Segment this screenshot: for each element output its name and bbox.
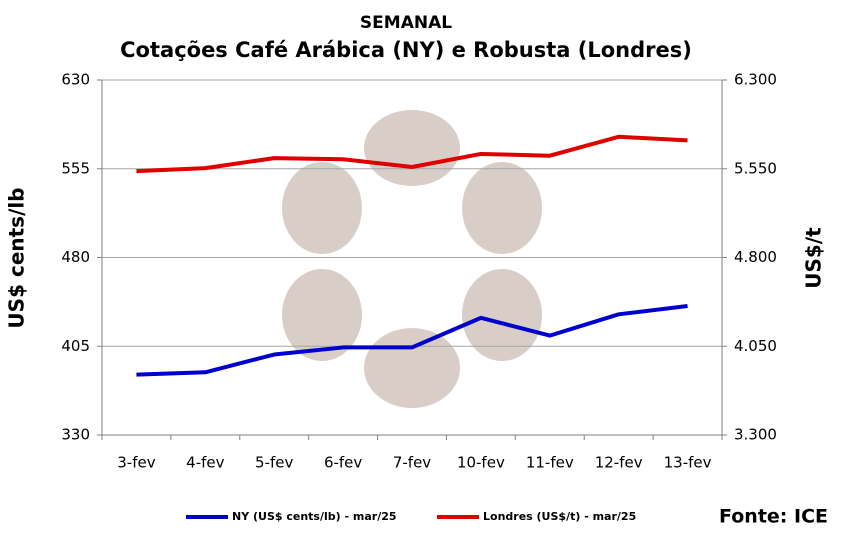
x-tick-label: 11-fev — [526, 454, 574, 472]
y-tick-label: 330 — [61, 426, 90, 444]
legend-label: Londres (US$/t) - mar/25 — [483, 510, 636, 523]
chart-subtitle: Cotações Café Arábica (NY) e Robusta (Lo… — [120, 38, 692, 62]
source-note: Fonte: ICE — [719, 506, 828, 528]
y-tick-label: 480 — [61, 248, 90, 266]
y-axis-label: US$ cents/lb — [5, 187, 29, 328]
series-line — [136, 304, 688, 377]
y2-axis-label: US$/t — [802, 227, 826, 289]
series-line — [136, 134, 688, 174]
legend-label: NY (US$ cents/lb) - mar/25 — [232, 510, 397, 523]
x-tick-label: 7-fev — [393, 454, 431, 472]
y2-tick-label: 4.050 — [734, 337, 777, 355]
x-tick-label: 10-fev — [457, 454, 505, 472]
background-decoration — [282, 110, 542, 408]
x-tick-label: 12-fev — [595, 454, 643, 472]
y-tick-label: 555 — [61, 159, 90, 177]
chart-title: SEMANAL — [360, 13, 452, 33]
y2-tick-label: 6.300 — [734, 71, 777, 89]
y2-tick-label: 3.300 — [734, 426, 777, 444]
x-tick-label: 13-fev — [664, 454, 712, 472]
x-tick-label: 3-fev — [117, 454, 155, 472]
x-tick-label: 5-fev — [255, 454, 293, 472]
y-tick-label: 630 — [61, 71, 90, 89]
x-tick-label: 4-fev — [186, 454, 224, 472]
y-tick-label: 405 — [61, 337, 90, 355]
y2-tick-label: 5.550 — [734, 159, 777, 177]
y2-tick-label: 4.800 — [734, 248, 777, 266]
x-tick-label: 6-fev — [324, 454, 362, 472]
